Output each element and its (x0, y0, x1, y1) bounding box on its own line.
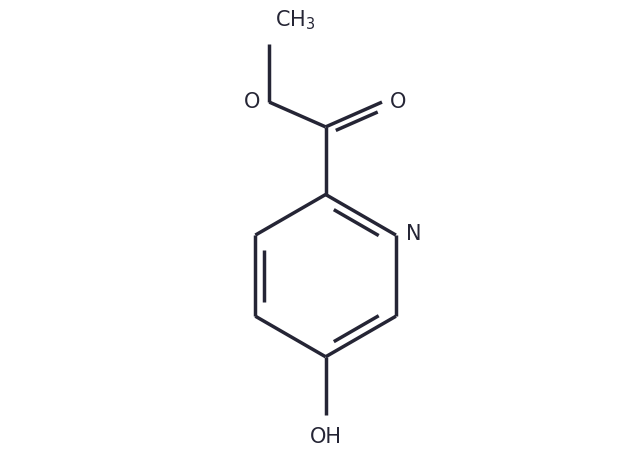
Text: N: N (406, 224, 422, 244)
Text: O: O (244, 92, 260, 112)
Text: O: O (390, 92, 406, 112)
Text: CH$_3$: CH$_3$ (275, 8, 316, 32)
Text: OH: OH (310, 427, 342, 446)
